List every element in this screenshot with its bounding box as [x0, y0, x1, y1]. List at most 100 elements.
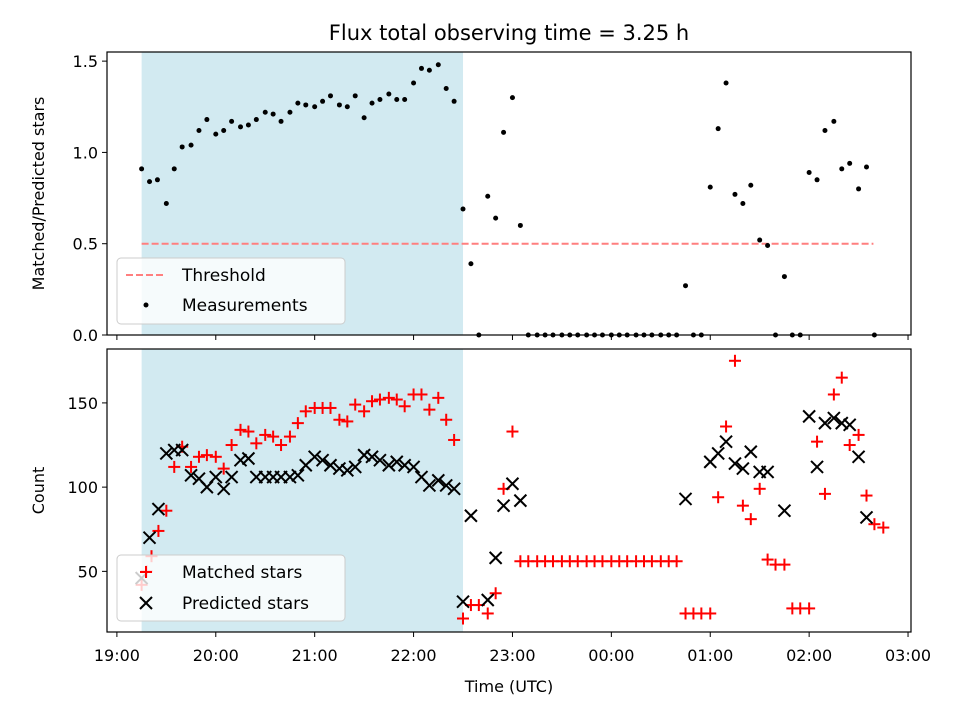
predicted-star-point: [373, 453, 387, 467]
matched-star-point: [299, 405, 312, 418]
matched-star-point: [712, 491, 725, 504]
predicted-star-point: [159, 446, 174, 461]
matched-star-point: [440, 413, 453, 426]
predicted-star-point: [382, 458, 396, 472]
matched-star-point: [818, 487, 831, 500]
measurement-point: [262, 109, 268, 115]
measurement-point: [147, 179, 153, 185]
measurement-point: [352, 93, 358, 99]
x-tick-label: 02:00: [786, 646, 832, 665]
legend-measurements-label: Measurements: [182, 296, 308, 316]
matched-star-point: [366, 395, 379, 408]
measurement-point: [863, 164, 869, 170]
x-tick-label: 22:00: [391, 646, 437, 665]
legend-threshold-label: Threshold: [181, 266, 266, 286]
predicted-star-point: [233, 453, 248, 467]
measurement-point: [856, 186, 862, 192]
matched-star-point: [225, 439, 238, 452]
matched-star-point: [720, 420, 733, 433]
predicted-star-point: [711, 446, 725, 461]
measurement-point: [847, 160, 853, 166]
matched-star-point: [234, 423, 247, 436]
measurement-point: [740, 201, 746, 207]
y-tick-label: 100: [67, 478, 98, 497]
predicted-star-point: [827, 411, 841, 425]
measurement-point: [377, 96, 383, 102]
predicted-star-point: [505, 477, 520, 491]
count-plot-frame: [106, 348, 912, 633]
matched-star-point: [168, 460, 181, 473]
measurement-point: [188, 142, 194, 148]
matched-star-point: [803, 602, 816, 615]
measurement-point: [715, 126, 721, 132]
measurement-point: [369, 100, 375, 106]
matched-star-point: [200, 449, 213, 462]
measurement-point: [493, 215, 499, 221]
predicted-star-point: [719, 434, 733, 449]
predicted-star-point: [736, 461, 750, 476]
measurement-point: [435, 62, 441, 68]
predicted-star-point: [142, 530, 157, 545]
x-axis-label: Time (UTC): [464, 677, 553, 696]
measurement-point: [411, 80, 417, 86]
measurement-point: [312, 104, 318, 110]
ratio-panel: 0.0 0.5 1.0 1.5 Matched/Predicted stars Thr…: [29, 51, 912, 345]
matched-star-point: [324, 401, 337, 414]
measurement-point: [287, 109, 293, 115]
predicted-star-point: [357, 448, 371, 462]
measurement-point: [204, 117, 210, 123]
matched-star-point: [373, 393, 386, 406]
measurement-point: [831, 118, 837, 124]
measurement-point: [278, 118, 284, 124]
measurement-point: [732, 191, 738, 197]
measurement-point: [196, 128, 202, 134]
predicted-star-point: [390, 455, 404, 469]
measurement-point: [295, 100, 301, 106]
measurement-point: [451, 98, 457, 104]
measurement-point: [485, 193, 491, 199]
measurement-point: [460, 206, 466, 212]
measurement-point: [765, 243, 771, 249]
predicted-star-point: [859, 510, 874, 525]
predicted-star-point: [835, 416, 849, 430]
predicted-star-point: [464, 509, 478, 523]
matched-star-point: [398, 400, 411, 413]
matched-star-point: [835, 371, 848, 384]
predicted-star-point: [744, 445, 758, 459]
matched-star-point: [736, 499, 749, 512]
measurement-point: [245, 122, 251, 128]
matched-star-point: [778, 558, 791, 571]
predicted-star-point: [431, 473, 445, 488]
matched-star-point: [267, 430, 280, 443]
predicted-star-point: [184, 468, 198, 483]
predicted-star-point: [315, 453, 330, 467]
measurement-point: [336, 102, 342, 108]
x-tick-label: 20:00: [193, 646, 239, 665]
matched-star-point: [192, 450, 205, 463]
matched-star-point: [185, 460, 198, 473]
x-tick-label: 03:00: [885, 646, 931, 665]
matched-star-point: [489, 587, 502, 600]
ratio-legend-box: [116, 257, 346, 325]
y-tick-label: 1.0: [73, 143, 98, 162]
predicted-star-point: [422, 478, 437, 493]
measurement-point: [270, 111, 276, 117]
predicted-star-point: [728, 456, 742, 471]
measurement-point: [723, 80, 729, 86]
predicted-star-point: [323, 458, 338, 472]
legend-measurements-swatch: [143, 302, 149, 308]
count-y-axis-label: Count: [29, 467, 48, 515]
matched-star-point: [283, 430, 296, 443]
matched-star-point: [242, 425, 255, 438]
legend-predicted-swatch: [139, 596, 153, 610]
measurement-point: [139, 166, 145, 172]
predicted-star-point: [818, 416, 832, 430]
predicted-star-point: [439, 478, 453, 493]
predicted-star-point: [760, 465, 775, 479]
measurement-point: [303, 102, 309, 108]
matched-star-point: [843, 439, 856, 452]
measurement-points: [139, 62, 877, 338]
predicted-star-point: [678, 492, 693, 506]
matched-star-point: [291, 417, 304, 430]
